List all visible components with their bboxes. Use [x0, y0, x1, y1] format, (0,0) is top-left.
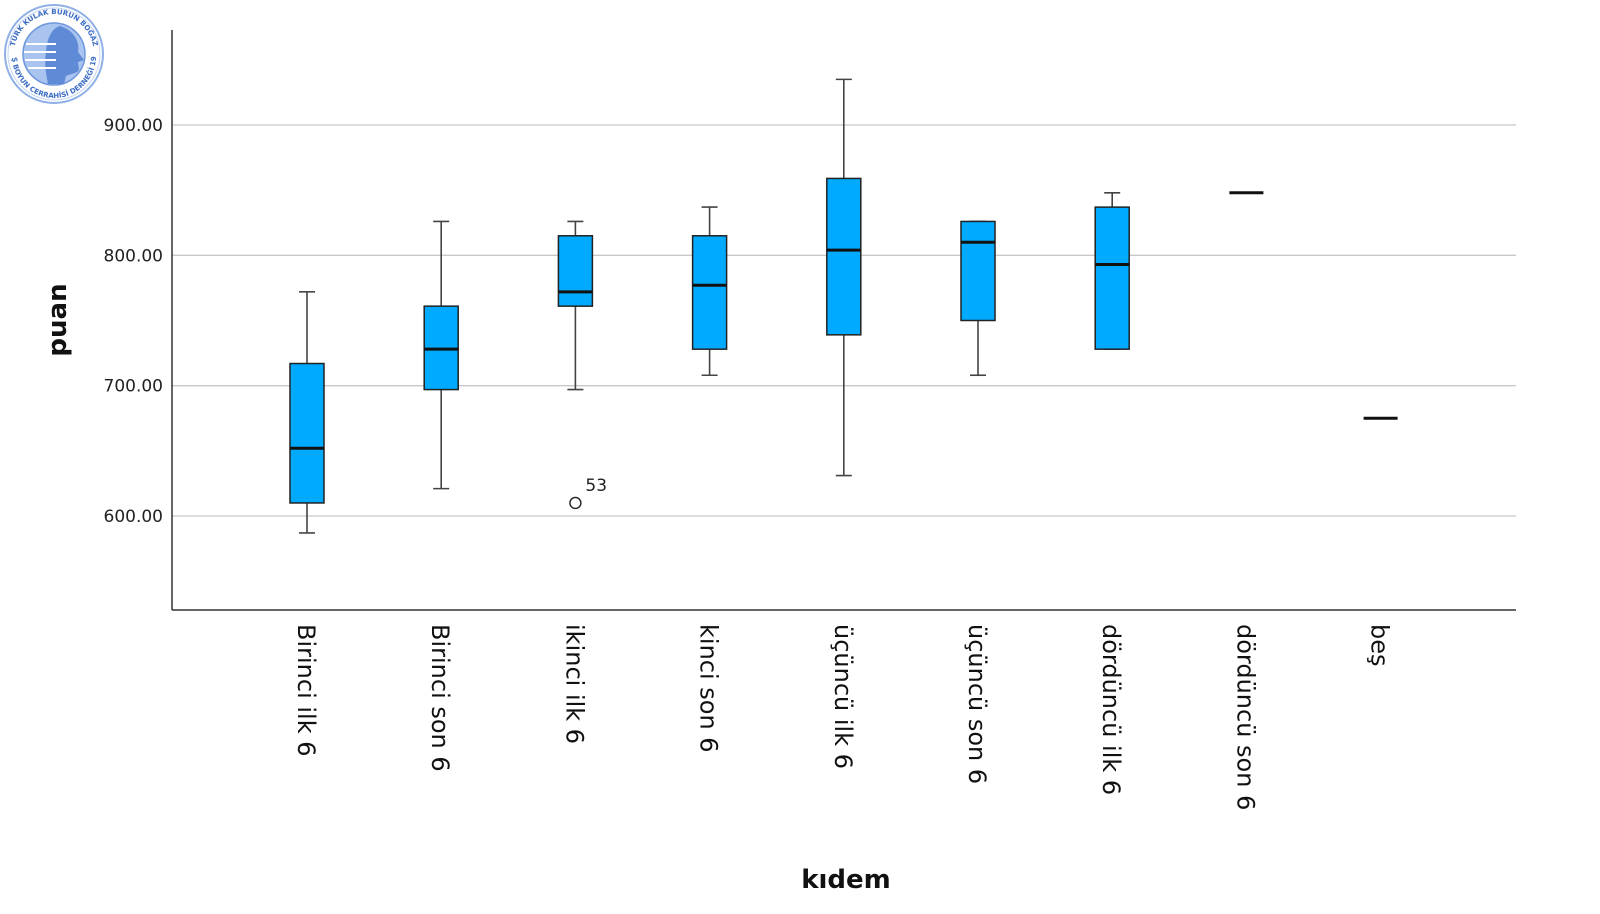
box-body: [691, 235, 728, 350]
category-label: Birinci ilk 6: [292, 624, 320, 757]
box-body: [1094, 206, 1130, 350]
category-label: üçüncü ilk 6: [829, 624, 857, 769]
category-label: beş: [1366, 624, 1394, 667]
box-body: [960, 220, 996, 322]
outlier-point: [569, 496, 582, 510]
box-group: [960, 220, 996, 377]
box-group: [1094, 191, 1130, 350]
y-tick-label: 800.00: [104, 246, 163, 266]
box-group: [289, 291, 325, 534]
y-tick-labels: 600.00 700.00 800.00 900.00: [104, 116, 163, 527]
box-group: 53: [557, 220, 607, 510]
x-axis-title: kıdem: [801, 865, 891, 895]
category-labels: Birinci ilk 6 Birinci son 6 ikinci ilk 6 ki…: [292, 624, 1394, 810]
category-label: ikinci ilk 6: [560, 624, 588, 744]
society-logo: TÜRK KULAK BURUN BOĞAZ BAŞ BOYUN CERRAHİ…: [0, 0, 104, 104]
y-tick-label: 600.00: [104, 507, 163, 527]
box-group: [423, 220, 459, 490]
box-body: [289, 362, 325, 504]
category-label: Birinci son 6: [426, 624, 454, 772]
outlier-label: 53: [585, 476, 607, 496]
y-tick-label: 700.00: [104, 377, 163, 397]
box-body: [826, 177, 862, 336]
box-body: [557, 235, 594, 307]
box-series: 53: [289, 78, 1398, 534]
category-label: kinci son 6: [695, 624, 723, 753]
category-label: dördüncü ilk 6: [1097, 624, 1125, 795]
chart-axes: [171, 30, 1516, 611]
box-group: [691, 206, 728, 377]
y-axis-title: puan: [43, 283, 73, 356]
category-label: üçüncü son 6: [963, 624, 991, 784]
y-tick-label: 900.00: [104, 116, 163, 136]
category-label: dördüncü son 6: [1231, 624, 1259, 810]
box-group: [826, 78, 862, 477]
